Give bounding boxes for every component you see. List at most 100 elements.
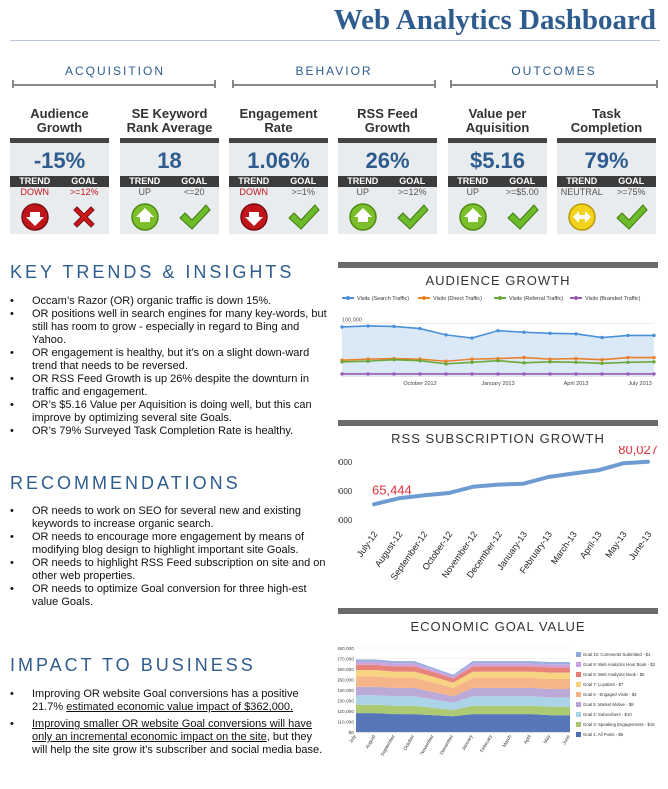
goal-label: GOAL — [509, 176, 536, 186]
data-point — [496, 359, 500, 363]
kpi-value: 26% — [365, 148, 410, 173]
section-outcomes-line — [450, 80, 658, 88]
y-tick-label: $70,000 — [338, 657, 354, 663]
kpi-header: TREND GOAL — [448, 176, 547, 187]
trend-value: UP — [138, 187, 151, 197]
insights-heading: KEY TRENDS & INSIGHTS — [10, 262, 295, 282]
kpi-box: 18 TREND GOAL UP <=20 — [120, 138, 219, 234]
data-point — [548, 331, 552, 335]
x-tick-label: January 2013 — [481, 381, 514, 387]
data-point — [496, 328, 500, 333]
recommendations-list: OR needs to work on SEO for several new … — [10, 505, 330, 609]
trend-label: TREND — [566, 176, 598, 186]
goal-value: >=$5.00 — [505, 187, 539, 197]
list-item: OR needs to encourage more engagement by… — [10, 531, 330, 557]
data-point — [600, 361, 604, 366]
data-point — [470, 357, 474, 361]
y-tick-label: 60000 — [338, 516, 353, 525]
legend-marker — [574, 296, 578, 300]
legend-label: Goal 9: Web Analytics Hour Book - $3 — [583, 662, 656, 667]
section-behavior-line — [232, 80, 436, 88]
goal-label: GOAL — [618, 176, 645, 186]
x-tick-label: October — [402, 734, 416, 752]
data-point — [366, 324, 370, 328]
trend-value: NEUTRAL — [560, 187, 603, 197]
kpi-value: 18 — [157, 148, 182, 173]
x-tick-label: April 2013 — [564, 381, 589, 387]
trend-value: UP — [466, 187, 479, 197]
data-point — [574, 360, 578, 364]
data-point — [340, 325, 344, 329]
data-point — [548, 372, 552, 376]
kpi-value: 1.06% — [247, 148, 310, 173]
area-series — [356, 676, 570, 697]
legend-swatch — [576, 712, 581, 717]
legend-label: Goal 5: Market Motive - $8 — [583, 702, 634, 707]
kpi-box: $5.16 TREND GOAL UP >=$5.00 — [448, 138, 547, 234]
arrow-down-icon — [10, 202, 60, 232]
legend-label: Visits (Referral Traffic) — [509, 296, 563, 302]
list-item: OR needs to highlight RSS Feed subscript… — [10, 557, 330, 583]
kpi-header: TREND GOAL — [120, 176, 219, 187]
legend-swatch — [576, 672, 581, 677]
x-tick-label: June-13 — [627, 529, 654, 561]
kpi-card: Task Completion 79% TREND GOAL NEUTRAL >=7… — [557, 104, 656, 234]
x-tick-label: November — [419, 734, 435, 757]
kpi-icons — [120, 198, 219, 236]
kpi-value: 79% — [584, 148, 629, 173]
y-tick-label: $30,000 — [338, 699, 354, 705]
check-icon — [388, 202, 438, 232]
kpi-subrow: UP >=$5.00 — [448, 187, 547, 198]
data-point — [418, 372, 422, 376]
data-point — [522, 330, 526, 334]
goal-value: >=12% — [69, 187, 99, 197]
legend-swatch — [576, 682, 581, 687]
list-item: OR engagement is healthy, but it’s on a … — [10, 347, 330, 373]
x-icon — [60, 202, 110, 232]
legend-label: Goal 3: Speaking Engagements - $15 — [583, 722, 655, 727]
section-acquisition-line — [12, 80, 216, 88]
goal-value: >=12% — [397, 187, 427, 197]
data-point — [574, 356, 578, 361]
data-point — [652, 355, 656, 360]
y-tick-label: 100,000 — [342, 317, 362, 323]
kpi-box: -15% TREND GOAL DOWN >=12% — [10, 138, 109, 234]
end-value-label: 80,027 — [618, 446, 658, 457]
kpi-card: Audience Growth -15% TREND GOAL DOWN >=12% — [10, 104, 109, 234]
data-point — [418, 359, 422, 363]
x-tick-label: June — [561, 734, 572, 746]
legend-swatch — [576, 722, 581, 727]
area-series — [356, 704, 570, 717]
legend-marker — [346, 296, 350, 300]
kpi-subrow: DOWN >=1% — [229, 187, 328, 198]
data-point — [600, 357, 604, 362]
start-value-label: 65,444 — [372, 482, 412, 497]
panel-bar — [338, 608, 658, 614]
data-point — [626, 360, 630, 364]
economic-goal-panel: ECONOMIC GOAL VALUE $80,000 $70,000 $60,00… — [337, 608, 658, 789]
data-point — [470, 372, 474, 376]
y-tick-label: $50,000 — [338, 678, 354, 684]
kpi-box: 79% TREND GOAL NEUTRAL >=75% — [557, 138, 656, 234]
area-series — [356, 670, 570, 688]
check-icon — [498, 202, 548, 232]
section-outcomes: OUTCOMES — [511, 64, 597, 78]
economic-goal-chart: $80,000 $70,000 $60,000 $50,000 $40,000 $30,0… — [337, 646, 656, 757]
goal-label: GOAL — [399, 176, 426, 186]
data-point — [444, 362, 448, 366]
x-tick-label: March — [502, 734, 514, 749]
data-point — [340, 360, 344, 364]
area-series — [356, 664, 570, 683]
y-tick-label: $60,000 — [338, 667, 354, 673]
impact-heading: IMPACT TO BUSINESS — [10, 655, 256, 675]
x-tick-label: May — [543, 733, 553, 744]
kpi-icons — [448, 198, 547, 236]
data-point — [652, 333, 656, 338]
x-tick-label: July 2013 — [628, 381, 652, 387]
arrow-neutral-icon — [557, 202, 607, 232]
x-tick-label: January — [461, 733, 475, 751]
data-point — [574, 372, 578, 376]
rss-line — [372, 459, 650, 507]
trend-value: DOWN — [20, 187, 50, 197]
data-point — [522, 361, 526, 365]
